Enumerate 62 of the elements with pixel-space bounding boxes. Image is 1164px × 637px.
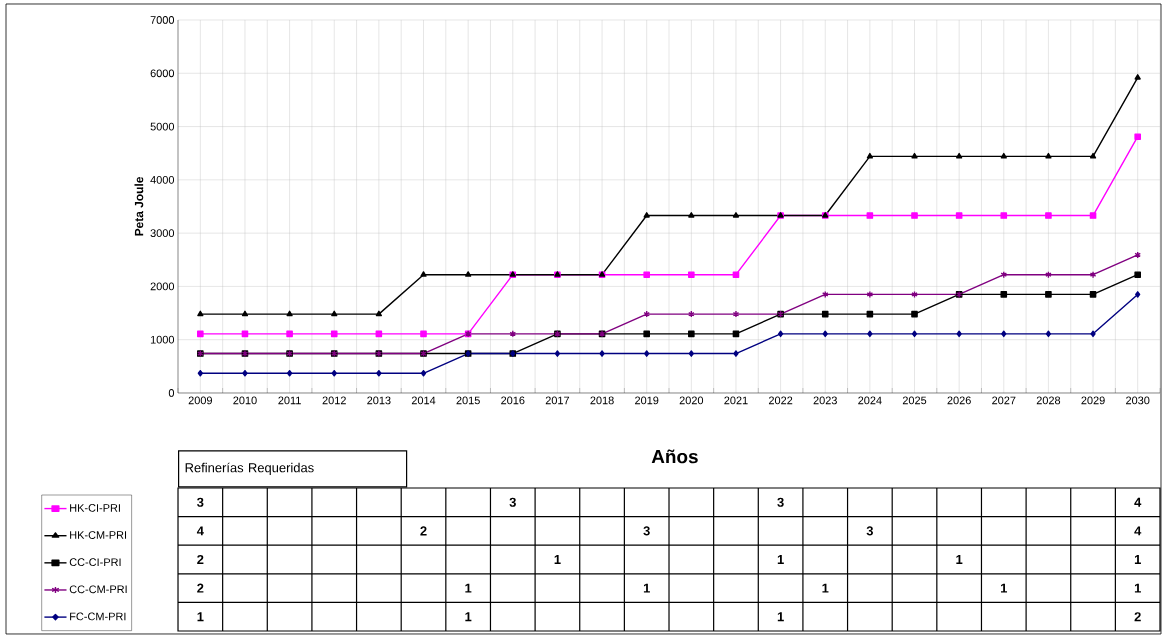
y-tick-label: 7000 — [150, 16, 175, 24]
x-tick-label: 2010 — [233, 396, 257, 405]
text: 1 — [777, 555, 784, 564]
text: 1 — [643, 583, 650, 593]
legend-label: CC-CM-PRI — [69, 585, 127, 594]
text: 1 — [822, 583, 829, 593]
text: 1 — [1134, 555, 1141, 564]
y-tick-label: 1000 — [150, 335, 175, 344]
y-tick-label: 0 — [168, 389, 175, 397]
text: 1 — [465, 583, 472, 593]
y-tick-label: 6000 — [150, 69, 175, 78]
y-tick-label: 2000 — [150, 282, 175, 291]
x-tick-label: 2030 — [1126, 396, 1150, 405]
x-tick-label: 2029 — [1081, 396, 1105, 405]
text: 2 — [1134, 612, 1141, 622]
text: 1 — [554, 555, 561, 564]
y-axis-title: Peta Joule — [134, 177, 144, 236]
text: 4 — [1134, 497, 1142, 507]
text: 1 — [1001, 583, 1008, 593]
text: 2 — [197, 583, 204, 593]
legend-label: FC-CM-PRI — [70, 612, 126, 621]
text: 1 — [1134, 583, 1141, 593]
text: 3 — [643, 526, 650, 536]
x-tick-label: 2016 — [501, 396, 525, 405]
text: 1 — [777, 612, 784, 622]
x-tick-label: 2025 — [902, 396, 927, 405]
text: 3 — [777, 497, 784, 507]
x-tick-label: 2021 — [724, 396, 748, 405]
legend-label: HK-CM-PRI — [70, 531, 127, 539]
x-tick-label: 2019 — [635, 396, 659, 405]
x-tick-label: 2015 — [456, 396, 480, 405]
text: 3 — [197, 497, 204, 507]
x-tick-label: 2018 — [590, 396, 614, 405]
x-tick-label: 2023 — [813, 396, 837, 405]
text: 3 — [866, 526, 874, 536]
x-tick-label: 2026 — [947, 396, 971, 405]
text: 2 — [420, 526, 427, 536]
text: 1 — [197, 612, 204, 622]
x-axis-title: Años — [651, 449, 698, 464]
legend-label: CC-CI-PRI — [69, 558, 121, 567]
x-tick-label: 2028 — [1036, 396, 1061, 405]
x-tick-label: 2011 — [278, 396, 301, 405]
x-tick-label: 2014 — [411, 396, 436, 405]
x-tick-label: 2027 — [992, 396, 1016, 405]
y-tick-label: 5000 — [150, 122, 175, 131]
x-tick-label: 2009 — [188, 396, 212, 405]
text: 4 — [1134, 526, 1142, 536]
x-tick-label: 2022 — [768, 396, 793, 405]
text: Refinerías Requeridas — [185, 462, 314, 475]
x-tick-label: 2012 — [322, 396, 346, 405]
x-tick-label: 2024 — [858, 396, 882, 405]
y-tick-label: 3000 — [150, 229, 175, 238]
text: 2 — [197, 554, 204, 565]
x-tick-label: 2017 — [545, 396, 570, 405]
text: 4 — [196, 526, 204, 536]
x-tick-label: 2013 — [367, 396, 391, 405]
text: 3 — [509, 497, 516, 507]
x-tick-label: 2020 — [679, 396, 704, 405]
y-tick-label: 4000 — [150, 175, 175, 184]
text: 1 — [465, 612, 472, 622]
text: 1 — [956, 555, 963, 564]
legend-label: HK-CI-PRI — [70, 504, 120, 512]
